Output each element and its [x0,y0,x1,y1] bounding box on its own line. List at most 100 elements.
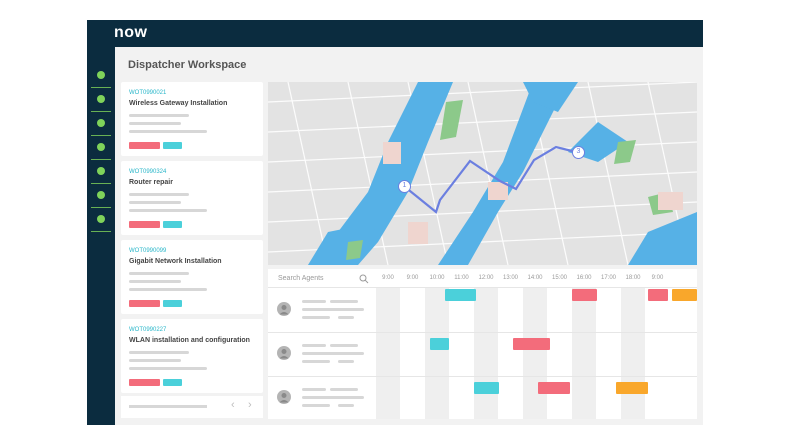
time-label: 16:00 [576,275,592,281]
agent-info-placeholder [302,308,364,311]
time-label: 9:00 [406,275,419,281]
schedule-event[interactable] [672,289,697,301]
sidebar-item[interactable] [91,137,111,160]
work-order-card[interactable]: WOT0990324 Router repair [121,161,263,235]
sidebar-divider [91,183,111,184]
schedule-event[interactable] [474,382,499,394]
sidebar-item[interactable] [91,89,111,112]
time-column-stripe [523,288,547,419]
sidebar-divider [91,159,111,160]
map-canvas [268,82,697,265]
text-placeholder [129,114,189,117]
work-order-card[interactable]: WOT0990099 Gigabit Network Installation [121,240,263,314]
agent-info-placeholder [338,316,354,319]
time-label: 9:00 [382,275,394,281]
text-placeholder [129,130,207,133]
text-placeholder [129,201,181,204]
avatar[interactable] [277,302,291,316]
pagination: ‹ › [121,396,263,418]
agent-info-placeholder [302,396,364,399]
nav-dot-icon [97,143,105,151]
sidebar-divider [91,87,111,88]
work-order-id: WOT0990227 [129,327,167,333]
top-bar: now [87,20,703,47]
priority-tag [129,142,160,149]
time-label: 14:00 [527,275,543,281]
status-tag [163,379,182,386]
sidebar-item[interactable] [91,185,111,208]
priority-tag [129,300,160,307]
page-title: Dispatcher Workspace [128,59,247,71]
pagination-text-placeholder [129,405,207,408]
time-label: 9:00 [651,275,664,281]
search-agents-input[interactable]: Search Agents [278,275,324,282]
nav-dot-icon [97,215,105,223]
work-order-id: WOT0990021 [129,90,167,96]
user-icon [279,305,289,315]
nav-dot-icon [97,191,105,199]
logo-text: now [114,24,148,41]
schedule-event[interactable] [429,338,450,350]
nav-dot-icon [97,167,105,175]
header-divider [268,287,697,288]
nav-dot-icon [97,95,105,103]
text-placeholder [129,351,189,354]
sidebar-item[interactable] [91,113,111,136]
agent-info-placeholder [330,300,358,303]
sidebar-divider [91,135,111,136]
work-order-title: Gigabit Network Installation [129,258,222,265]
time-column-stripe [376,288,400,419]
time-column-stripe [425,288,449,419]
time-column-stripe [474,288,498,419]
chevron-left-icon[interactable]: ‹ [231,399,235,411]
sidebar-item[interactable] [91,161,111,184]
schedule-event[interactable] [572,289,597,301]
search-icon[interactable] [359,274,369,284]
schedule-event[interactable] [444,289,477,301]
schedule-event[interactable] [647,289,668,301]
time-label: 12:00 [478,275,494,281]
map-marker-3[interactable]: 3 [572,146,585,159]
time-label: 15:00 [551,275,567,281]
text-placeholder [129,288,207,291]
sidebar-item[interactable] [91,65,111,88]
schedule-event[interactable] [616,382,648,394]
nav-dot-icon [97,119,105,127]
agent-info-placeholder [330,388,358,391]
text-placeholder [129,359,181,362]
time-column-stripe [621,288,645,419]
work-order-title: Router repair [129,179,173,186]
text-placeholder [129,367,207,370]
sidebar-divider [91,207,111,208]
priority-tag [129,379,160,386]
agent-info-placeholder [302,316,330,319]
work-order-card[interactable]: WOT0990227 WLAN installation and configur… [121,319,263,393]
time-label: 11:00 [454,275,469,281]
agent-info-placeholder [302,344,326,347]
time-label: 10:00 [429,275,445,281]
sidebar [87,47,115,425]
time-label: 13:00 [502,275,518,281]
schedule-event[interactable] [537,382,570,394]
sidebar-item[interactable] [91,209,111,232]
schedule-panel: Search Agents 9:00 9:00 10:00 11:00 12:00 13:… [268,269,697,419]
avatar[interactable] [277,390,291,404]
work-order-card[interactable]: WOT0990021 Wireless Gateway Installation [121,82,263,156]
map-marker-1[interactable]: 1 [398,180,411,193]
time-label: 18:00 [625,275,641,281]
agent-info-placeholder [302,300,326,303]
schedule-event[interactable] [513,338,550,350]
text-placeholder [129,272,189,275]
text-placeholder [129,280,181,283]
work-order-id: WOT0990099 [129,248,167,254]
map-view[interactable]: 1 3 [268,82,697,265]
priority-tag [129,221,160,228]
time-label: 17:00 [600,275,616,281]
agent-info-placeholder [302,404,330,407]
agent-info-placeholder [330,344,358,347]
chevron-right-icon[interactable]: › [248,399,252,411]
avatar[interactable] [277,346,291,360]
work-order-id: WOT0990324 [129,169,167,175]
status-tag [163,300,182,307]
sidebar-divider [91,231,111,232]
